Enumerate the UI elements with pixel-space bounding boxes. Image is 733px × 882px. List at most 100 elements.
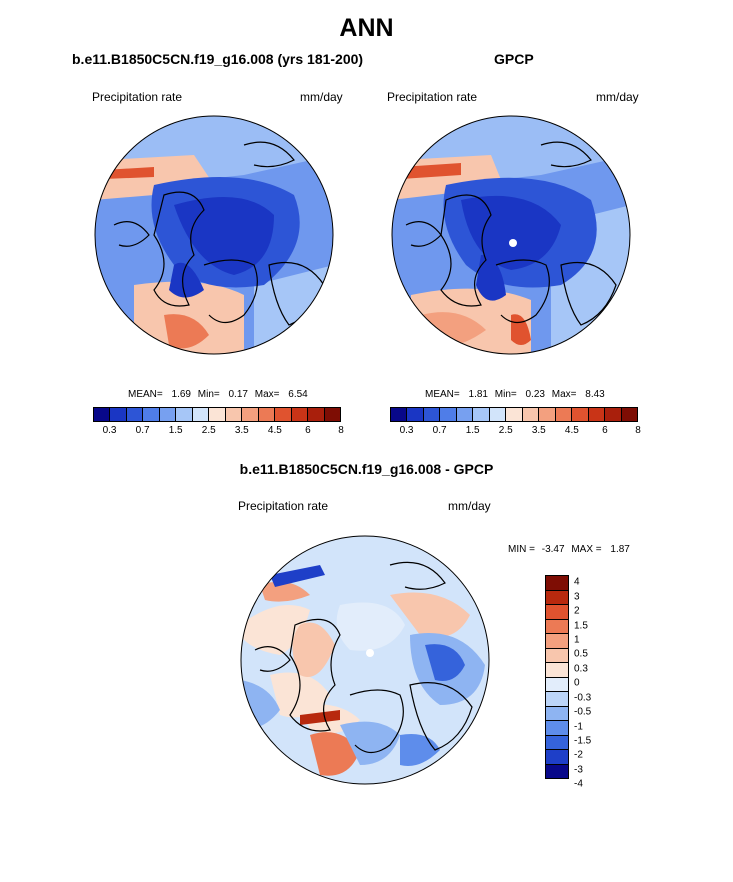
panel3-colorbar-tick-label: 1: [574, 634, 580, 646]
panel1-colorbar-ticks: 0.3 0.7 1.5 2.5 3.5 4.5 6 8: [93, 425, 344, 439]
panel2-variable-label: Precipitation rate: [387, 90, 478, 104]
panel1-variable-label: Precipitation rate: [92, 90, 183, 104]
panel3-colorbar-tick-label: -2: [574, 749, 583, 761]
panel1-colorbar-swatches: [93, 407, 341, 422]
panel2-colorbar-swatch: [555, 408, 573, 421]
panel3-colorbar-swatch: [546, 721, 568, 736]
panel1-min-label: Min=: [197, 389, 220, 400]
panel2-colorbar-swatch: [407, 408, 424, 421]
panel2-colorbar-swatch: [440, 408, 457, 421]
panel2-mean-label: MEAN=: [425, 389, 460, 400]
panel1-colorbar-swatch: [225, 408, 243, 421]
panel3-colorbar-swatch: [546, 706, 568, 721]
panel2-colorbar-tick-label: 8: [635, 425, 641, 436]
panel2-units-label: mm/day: [596, 90, 639, 104]
panel2-colorbar-ticks: 0.3 0.7 1.5 2.5 3.5 4.5 6 8: [390, 425, 641, 439]
panel2-colorbar-tick-label: 1.5: [465, 425, 480, 436]
panel3-colorbar-swatch: [546, 590, 568, 605]
panel2-min-label: Min=: [494, 389, 517, 400]
panel1-colorbar-swatch: [143, 408, 160, 421]
panel3-colorbar-swatch: [546, 764, 568, 778]
panel2-colorbar-tick-label: 0.3: [399, 425, 414, 436]
panel1-title: b.e11.B1850C5CN.f19_g16.008 (yrs 181-200…: [72, 51, 364, 67]
panel1-colorbar-tick-label: 4.5: [267, 425, 282, 436]
panel1-colorbar-swatch: [159, 408, 177, 421]
panel3-colorbar-tick-label: 0: [574, 677, 580, 689]
panel3-min-value: -3.47: [541, 544, 565, 555]
panel2-colorbar-swatch: [391, 408, 408, 421]
panel2-colorbar-tick-label: 3.5: [531, 425, 546, 436]
panel3-colorbar: [545, 575, 569, 779]
panel3-colorbar-tick-label: -0.3: [574, 692, 592, 704]
panel1-colorbar-swatch: [209, 408, 226, 421]
panel2-colorbar-swatch: [522, 408, 540, 421]
panel3-stats: MIN = -3.47 MAX = 1.87: [508, 544, 630, 555]
panel2-colorbar-swatch: [621, 408, 638, 421]
panel3-colorbar-tick-label: 0.3: [574, 663, 588, 675]
panel1-colorbar-swatch: [308, 408, 325, 421]
panel3-colorbar-swatch: [546, 648, 568, 663]
panel1-colorbar: [93, 407, 341, 422]
panel1-stats: MEAN= 1.69 Min= 0.17 Max= 6.54: [128, 389, 308, 400]
panel3-colorbar-swatch: [546, 605, 568, 620]
panel1-colorbar-swatch: [94, 408, 111, 421]
panel3-max-value: 1.87: [610, 544, 630, 555]
panel1-colorbar-swatch: [275, 408, 292, 421]
panel3-colorbar-tick-label: -1: [574, 721, 583, 732]
panel1-colorbar-swatch: [258, 408, 276, 421]
panel2-min-value: 0.23: [525, 389, 545, 400]
panel1-colorbar-tick-label: 0.7: [135, 425, 150, 436]
panel3-colorbar-swatch: [546, 663, 568, 678]
panel1-polar-map: [94, 115, 334, 355]
panel2-colorbar-swatch: [605, 408, 622, 421]
panel3-min-label: MIN =: [508, 544, 535, 555]
panel1-min-value: 0.17: [228, 389, 248, 400]
panel3-colorbar-tick-label: 2: [574, 605, 580, 617]
panel2-colorbar: [390, 407, 638, 422]
panel2-colorbar-swatch: [423, 408, 441, 421]
panel2-max-label: Max=: [551, 389, 577, 400]
panel3-variable-label: Precipitation rate: [238, 499, 329, 513]
panel3-colorbar-swatch: [546, 692, 568, 707]
panel3-units-label: mm/day: [448, 499, 491, 513]
panel1-max-value: 6.54: [288, 389, 308, 400]
panel1-colorbar-swatch: [126, 408, 144, 421]
panel2-colorbar-tick-label: 0.7: [432, 425, 447, 436]
panel3-colorbar-tick-label: -0.5: [574, 706, 592, 718]
panel2-polar-map: [391, 115, 631, 355]
panel1-colorbar-tick-label: 0.3: [102, 425, 117, 436]
panel1-colorbar-tick-label: 6: [305, 425, 311, 436]
panel1-mean-value: 1.69: [171, 389, 191, 400]
panel2-mean-value: 1.81: [468, 389, 488, 400]
panel2-colorbar-tick-label: 4.5: [564, 425, 579, 436]
panel2-colorbar-swatch: [489, 408, 507, 421]
panel2-colorbar-swatches: [390, 407, 638, 422]
panel3-colorbar-tick-label: 0.5: [574, 648, 588, 660]
panel1-colorbar-swatch: [110, 408, 127, 421]
panel3-title: b.e11.B1850C5CN.f19_g16.008 - GPCP: [239, 461, 494, 477]
panel2-colorbar-tick-label: 6: [602, 425, 608, 436]
panel3-colorbar-swatch: [546, 619, 568, 634]
panel3-colorbar-swatch: [546, 677, 568, 692]
panel3-max-label: MAX =: [571, 544, 602, 555]
panel2-colorbar-swatch: [572, 408, 589, 421]
panel3-colorbar-swatch: [546, 634, 568, 649]
panel1-colorbar-swatch: [176, 408, 193, 421]
figure-title: ANN: [339, 14, 394, 42]
panel1-colorbar-tick-label: 1.5: [168, 425, 183, 436]
panel3-colorbar-tick-label: 3: [574, 591, 580, 603]
panel2-colorbar-swatch: [473, 408, 490, 421]
panel1-mean-label: MEAN=: [128, 389, 163, 400]
panel2-colorbar-swatch: [456, 408, 474, 421]
panel3-colorbar-swatch: [546, 735, 568, 750]
panel2-title: GPCP: [494, 51, 534, 67]
panel3-colorbar-swatch: [546, 750, 568, 765]
panel1-max-label: Max=: [254, 389, 280, 400]
panel1-colorbar-swatch: [192, 408, 210, 421]
panel2-max-value: 8.43: [585, 389, 605, 400]
panel3-polar-map: [240, 535, 490, 785]
panel3-colorbar-tick-label: 1.5: [574, 620, 588, 631]
panel2-colorbar-swatch: [588, 408, 606, 421]
panel2-colorbar-swatch: [539, 408, 556, 421]
panel1-colorbar-swatch: [324, 408, 341, 421]
